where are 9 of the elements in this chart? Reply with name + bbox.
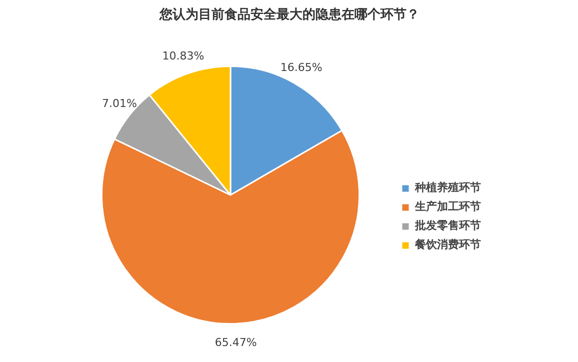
legend-label: 生产加工环节 [415, 199, 481, 214]
legend-label: 餐饮消费环节 [415, 237, 481, 252]
data-label: 16.65% [280, 60, 322, 74]
legend-label: 批发零售环节 [415, 218, 481, 233]
chart-title: 您认为目前食品安全最大的隐患在哪个环节？ [158, 6, 420, 22]
data-label: 10.83% [162, 50, 204, 63]
legend-label: 种植养殖环节 [415, 180, 481, 195]
data-label: 65.47% [214, 336, 257, 349]
data-label: 7.01% [102, 96, 137, 110]
